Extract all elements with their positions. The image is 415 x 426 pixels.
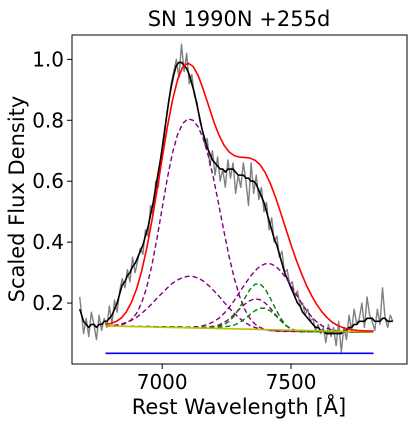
plot-frame xyxy=(71,34,408,365)
y-axis-title: Scaled Flux Density xyxy=(5,96,29,303)
x-tick-label: 7000 xyxy=(137,370,188,394)
raw-spectrum-line xyxy=(79,43,394,353)
x-tick-label: 7500 xyxy=(266,370,317,394)
total-fit-line xyxy=(105,62,374,332)
purple-component-line xyxy=(105,118,374,333)
continuum-line xyxy=(105,325,374,333)
chart-title: SN 1990N +255d xyxy=(148,7,331,31)
y-tick-label: 0.8 xyxy=(32,108,64,132)
x-axis: 7000 7500 xyxy=(137,364,317,394)
y-axis: 0.2 0.4 0.6 0.8 1.0 xyxy=(32,47,72,315)
y-tick-label: 1.0 xyxy=(32,47,64,71)
plot-area xyxy=(78,43,394,355)
smoothed-spectrum-line xyxy=(78,61,393,335)
y-tick-label: 0.2 xyxy=(32,291,64,315)
y-tick-label: 0.6 xyxy=(32,169,64,193)
y-tick-label: 0.4 xyxy=(32,230,64,254)
x-axis-title: Rest Wavelength [Å] xyxy=(132,393,346,419)
